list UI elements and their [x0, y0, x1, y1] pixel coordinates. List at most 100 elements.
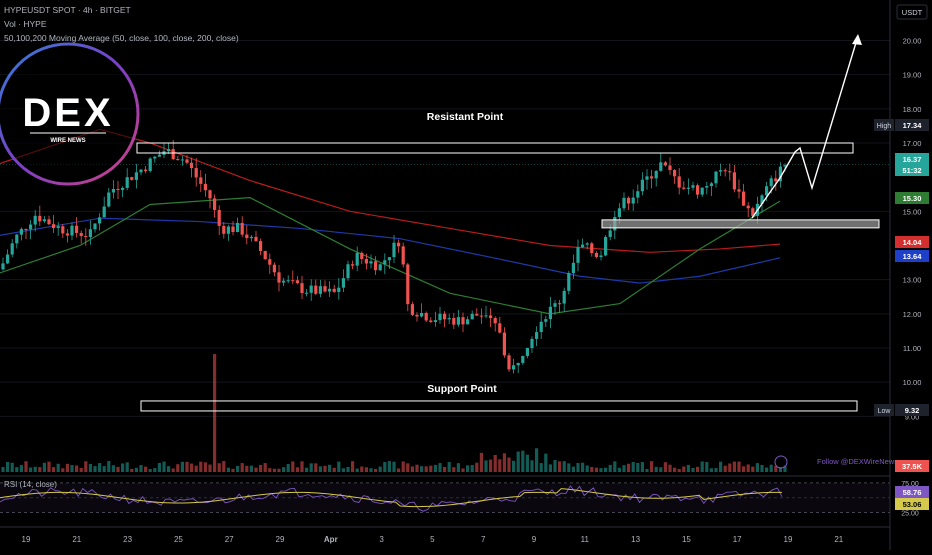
volume-bar — [562, 461, 566, 472]
currency-button[interactable]: USDT — [896, 4, 928, 20]
volume-bar — [709, 468, 713, 472]
candle-body — [364, 258, 368, 264]
volume-bar — [452, 467, 456, 472]
volume-bar — [599, 468, 603, 472]
candle-body — [282, 280, 286, 283]
badge-tag — [874, 404, 894, 416]
candle-body — [636, 191, 640, 198]
volume-bar — [668, 464, 672, 472]
candle-body — [700, 187, 704, 195]
badge-tag-label: Low — [878, 408, 892, 415]
candle-body — [397, 242, 401, 247]
x-tick-label: 21 — [834, 535, 843, 544]
volume-bar — [751, 466, 755, 472]
volume-bar — [249, 465, 253, 472]
volume-bar — [617, 467, 621, 472]
volume-bar — [392, 461, 396, 472]
volume-bar — [323, 465, 327, 472]
badge-bg — [895, 460, 929, 472]
candle-body — [475, 313, 479, 316]
candle-body — [576, 247, 580, 263]
volume-bar — [130, 468, 134, 472]
candle-body — [93, 223, 97, 230]
volume-bar — [723, 465, 727, 472]
volume-bar — [438, 463, 442, 472]
volume-bar — [75, 465, 79, 472]
volume-bar — [516, 451, 520, 472]
volume-bar — [493, 454, 497, 472]
badge-value: 53.06 — [903, 500, 922, 509]
volume-bar — [240, 463, 244, 472]
candle-body — [604, 236, 608, 256]
volume-bar — [157, 462, 161, 472]
candle-body — [627, 197, 631, 204]
candle-body — [305, 292, 309, 294]
volume-bar — [512, 460, 516, 472]
zones — [0, 142, 890, 412]
volume-bar — [387, 461, 391, 472]
volume-bar — [222, 461, 226, 472]
candle-body — [144, 169, 148, 171]
volume-bar — [696, 466, 700, 472]
candle-body — [783, 165, 787, 167]
candle-body — [723, 170, 727, 172]
x-tick-label: 13 — [631, 535, 640, 544]
candle-body — [521, 355, 525, 363]
volume-bar — [521, 450, 525, 472]
x-tick-label: 11 — [581, 535, 590, 544]
candle-body — [180, 159, 184, 161]
volume-bar — [594, 467, 598, 472]
ma-line: 50,100,200 Moving Average (50, close, 10… — [4, 33, 239, 43]
candle-body — [61, 226, 65, 234]
badge-tag — [874, 119, 894, 131]
candle-body — [65, 233, 69, 236]
candle-body — [562, 290, 566, 304]
volume-bar — [406, 463, 410, 472]
logo-wordmark: DEX — [22, 91, 113, 135]
candle-body — [719, 170, 723, 172]
candle-body — [631, 197, 635, 204]
candle-body — [502, 332, 506, 356]
candle-body — [167, 149, 171, 152]
x-tick-label: 21 — [72, 535, 81, 544]
candle-body — [52, 224, 56, 229]
candle-body — [650, 176, 654, 179]
volume-bar — [295, 467, 299, 472]
volume-bar — [737, 461, 741, 472]
candle-body — [245, 234, 249, 239]
x-tick-label: 27 — [225, 535, 234, 544]
candle-body — [79, 232, 83, 237]
x-tick-label: 23 — [123, 535, 132, 544]
volume-bars — [1, 354, 787, 472]
candle-body — [222, 225, 226, 234]
support-label: Support Point — [427, 383, 497, 395]
candle-body — [231, 226, 235, 233]
candle-body — [176, 159, 180, 161]
currency-label: USDT — [902, 8, 923, 17]
volume-bar — [755, 463, 759, 472]
candle-body — [337, 287, 341, 292]
volume-bar — [102, 466, 106, 472]
candle-body — [153, 156, 157, 159]
volume-bar — [341, 468, 345, 472]
candle-body — [456, 317, 460, 325]
y-tick-label: 12.00 — [903, 310, 922, 319]
volume-bar — [180, 461, 184, 472]
volume-bar — [153, 468, 157, 472]
volume-bar — [213, 354, 217, 472]
candle-body — [433, 320, 437, 322]
candle-body — [226, 226, 230, 234]
candle-body — [24, 228, 28, 230]
candle-body — [728, 171, 732, 173]
candle-body — [355, 252, 359, 266]
candle-body — [447, 318, 451, 320]
candle-body — [199, 177, 203, 184]
y-tick-label: 18.00 — [903, 105, 922, 114]
candle-body — [286, 280, 290, 282]
y-tick-label: 13.00 — [903, 276, 922, 285]
volume-bar — [29, 467, 33, 472]
candle-body — [254, 236, 258, 242]
volume-bar — [47, 461, 51, 472]
volume-bar — [263, 463, 267, 472]
